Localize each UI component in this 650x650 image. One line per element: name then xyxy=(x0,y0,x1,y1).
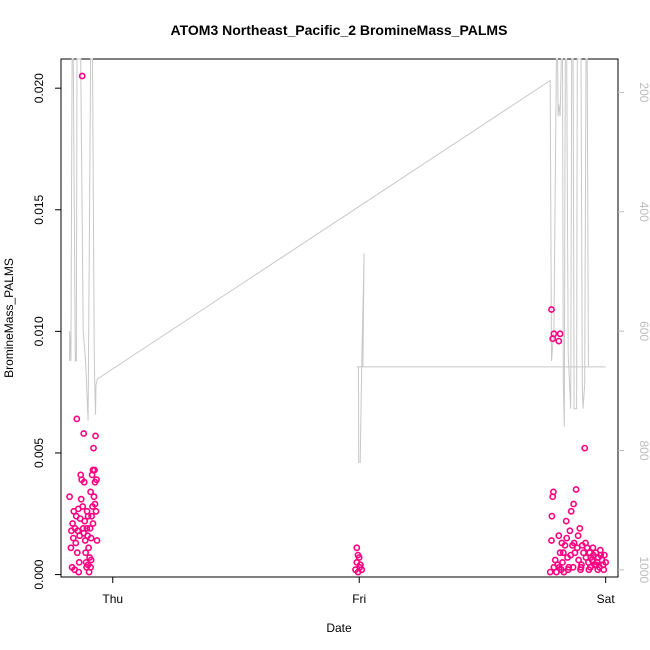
data-point xyxy=(90,493,98,501)
data-point xyxy=(75,568,83,576)
data-point xyxy=(575,556,582,564)
data-point xyxy=(358,566,366,574)
data-point xyxy=(88,512,95,520)
data-point xyxy=(559,559,566,566)
data-point xyxy=(563,534,571,542)
data-point xyxy=(79,503,87,510)
y2-tick-label: 600 xyxy=(637,321,650,341)
data-point xyxy=(87,488,94,496)
y2-tick-label: 1000 xyxy=(637,556,650,583)
data-point xyxy=(548,512,556,520)
data-point xyxy=(577,566,584,574)
data-point xyxy=(91,500,99,508)
data-point xyxy=(556,549,564,557)
data-point xyxy=(66,493,73,501)
data-point xyxy=(601,551,608,559)
data-point xyxy=(73,549,81,557)
data-point xyxy=(82,549,89,557)
y-axis: 0.000 0.005 0.010 0.015 0.020 xyxy=(32,73,61,590)
data-point xyxy=(559,549,567,557)
data-point xyxy=(90,444,97,452)
data-point xyxy=(566,527,574,535)
data-point xyxy=(83,525,91,532)
data-point xyxy=(93,537,101,544)
data-point xyxy=(93,476,100,484)
data-point xyxy=(581,444,589,452)
y2-tick-label: 800 xyxy=(637,440,650,460)
data-point xyxy=(555,532,563,540)
data-point xyxy=(589,544,597,552)
data-point xyxy=(85,544,92,552)
chart-title: ATOM3 Northeast_Pacific_2 BromineMass_PA… xyxy=(171,22,508,38)
data-point xyxy=(86,525,94,532)
y-tick-label: 0.010 xyxy=(32,316,46,346)
data-point xyxy=(353,559,361,566)
data-point xyxy=(87,556,95,564)
scatter-points xyxy=(66,72,610,576)
data-point xyxy=(78,72,86,80)
data-point xyxy=(555,337,563,345)
data-point xyxy=(570,500,577,508)
data-point xyxy=(73,415,81,423)
data-point xyxy=(570,539,578,547)
data-point xyxy=(602,559,610,566)
plot-frame xyxy=(60,58,619,578)
data-point xyxy=(594,566,602,574)
data-point xyxy=(75,559,83,566)
data-point xyxy=(77,495,85,503)
x-axis: Thu Fri Sat xyxy=(102,577,615,606)
data-point xyxy=(556,330,564,338)
pressure-line xyxy=(69,58,606,463)
data-point xyxy=(80,478,88,486)
data-point xyxy=(567,551,575,559)
data-point xyxy=(550,488,557,496)
data-point xyxy=(87,534,95,542)
data-point xyxy=(67,544,75,552)
data-point xyxy=(569,563,577,571)
x-tick-label: Fri xyxy=(352,592,366,606)
y-tick-label: 0.000 xyxy=(32,559,46,589)
data-point xyxy=(558,539,566,547)
data-point xyxy=(548,306,555,313)
data-point xyxy=(91,466,98,474)
y-tick-label: 0.020 xyxy=(32,73,46,103)
data-point xyxy=(89,520,97,527)
y2-tick-label: 200 xyxy=(637,82,650,102)
data-point xyxy=(550,330,558,338)
data-point xyxy=(81,517,89,525)
y2-tick-label: 400 xyxy=(637,202,650,222)
y-tick-label: 0.015 xyxy=(32,194,46,224)
pressure-line-group xyxy=(69,58,606,463)
data-point xyxy=(72,539,80,547)
data-point xyxy=(84,512,92,520)
data-point xyxy=(574,532,582,540)
data-point xyxy=(567,507,575,515)
x-tick-label: Sat xyxy=(597,592,616,606)
data-point xyxy=(548,537,555,544)
data-point xyxy=(546,568,554,576)
y-axis-right: 200 400 600 800 1000 xyxy=(618,82,650,584)
data-point xyxy=(562,517,570,525)
data-point xyxy=(353,544,361,552)
data-point xyxy=(87,563,94,571)
data-point xyxy=(596,546,604,554)
data-point xyxy=(587,563,594,571)
x-tick-label: Thu xyxy=(102,592,123,606)
y-tick-label: 0.005 xyxy=(32,438,46,468)
data-point xyxy=(80,529,88,537)
data-point xyxy=(555,563,563,571)
data-point xyxy=(576,525,584,532)
data-point xyxy=(92,432,99,440)
data-point xyxy=(582,539,589,547)
data-point xyxy=(80,430,88,437)
data-point xyxy=(600,566,608,574)
data-point xyxy=(572,486,580,493)
y-axis-label: BromineMass_PALMS xyxy=(2,258,16,378)
data-point xyxy=(92,507,100,515)
x-axis-label: Date xyxy=(326,621,352,635)
